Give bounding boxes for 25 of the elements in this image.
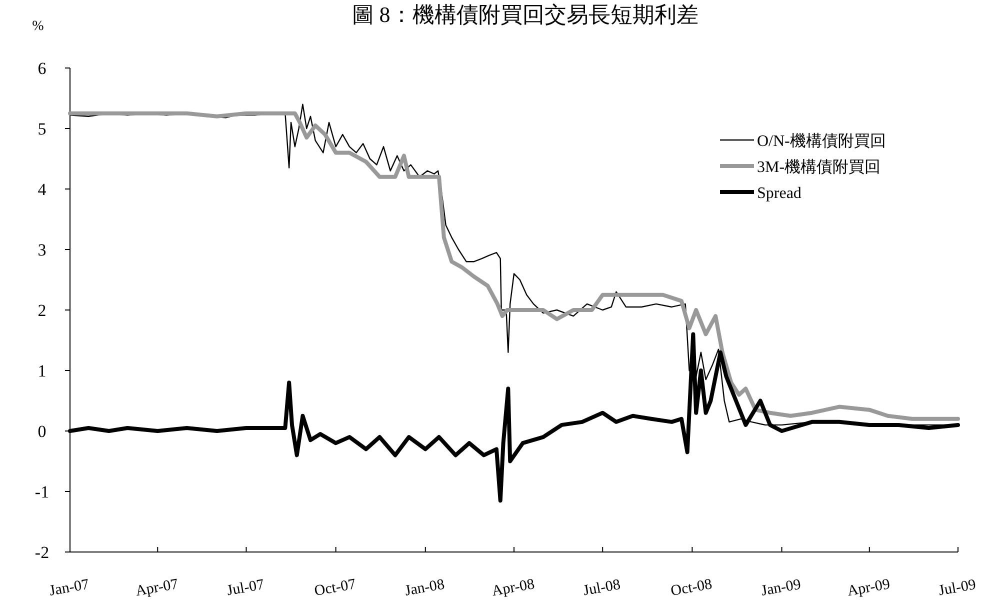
x-tick-label: Oct-08: [670, 576, 714, 600]
legend-label: Spread: [757, 185, 802, 202]
y-tick-label: 1: [38, 362, 46, 380]
y-tick-label: -2: [34, 543, 50, 562]
y-tick-label: 4: [38, 180, 47, 199]
x-tick-label: Jul-08: [582, 576, 622, 600]
y-tick-label: -1: [34, 482, 50, 502]
x-tick-label: Oct-07: [313, 576, 358, 600]
y-tick-label: 5: [38, 120, 46, 138]
x-tick-label: Jul-09: [937, 576, 978, 600]
x-tick-label: Jan-08: [404, 576, 446, 600]
x-tick-label: Jul-07: [226, 576, 266, 600]
legend-label: O/N-機構債附買回: [757, 132, 886, 150]
legend-label: 3M-機構債附買回: [757, 158, 881, 176]
chart-title: 圖 8：機構債附買回交易長短期利差: [352, 2, 698, 27]
y-tick-label: 0: [38, 422, 46, 441]
x-tick-label: Apr-09: [846, 576, 892, 600]
x-tick-label: Apr-08: [490, 576, 536, 600]
x-tick-label: Apr-07: [134, 576, 180, 600]
y-axis-title: %: [32, 19, 44, 34]
y-tick-label: 3: [38, 240, 46, 260]
x-tick-label: Jan-07: [48, 576, 91, 600]
x-tick-label: Jan-09: [760, 576, 802, 600]
y-tick-label: 6: [38, 59, 46, 78]
y-tick-label: 2: [38, 301, 46, 320]
